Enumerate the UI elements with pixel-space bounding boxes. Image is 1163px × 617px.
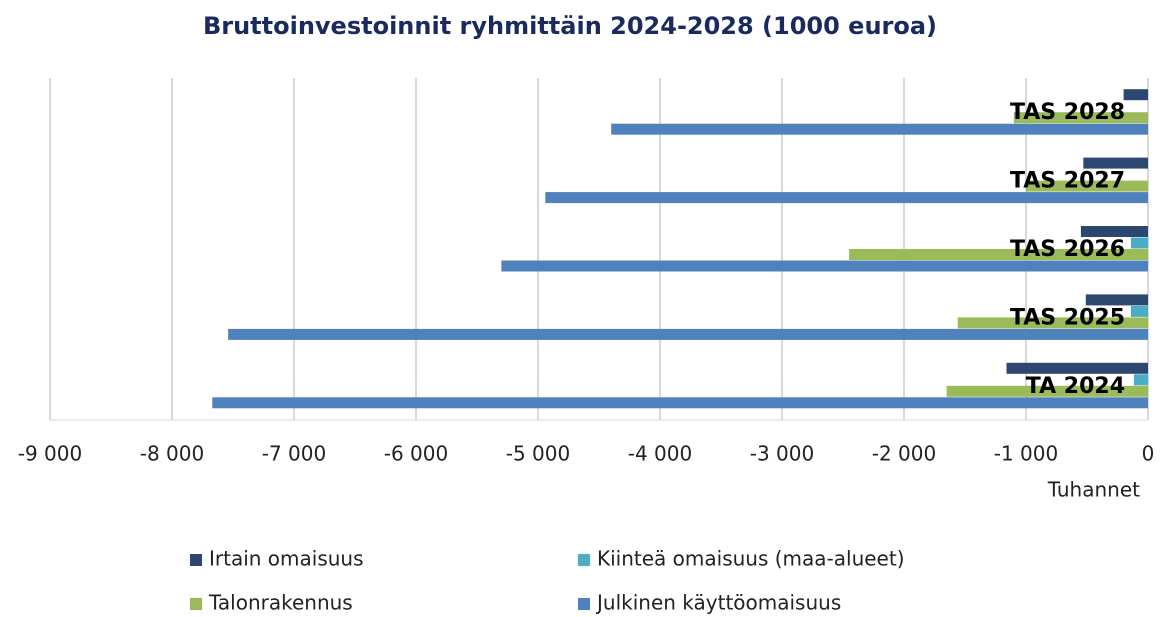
axis-title: Tuhannet [1047, 478, 1140, 502]
x-tick-label: -6 000 [384, 442, 448, 466]
legend-swatch [578, 554, 590, 566]
category-label: TA 2024 [1026, 374, 1125, 399]
bar [957, 317, 1148, 329]
legend-label: Julkinen käyttöomaisuus [595, 591, 841, 615]
bar [228, 328, 1148, 340]
legend-swatch [190, 598, 202, 610]
x-tick-label: -7 000 [262, 442, 326, 466]
bar [1026, 180, 1148, 192]
category-label: TAS 2028 [1010, 100, 1125, 125]
x-tick-label: -8 000 [140, 442, 204, 466]
x-tick-label: -4 000 [628, 442, 692, 466]
legend-label: Talonrakennus [208, 591, 353, 615]
x-tick-label: -1 000 [994, 442, 1058, 466]
bar [849, 249, 1148, 260]
bar [1080, 226, 1148, 237]
x-tick-label: -5 000 [506, 442, 570, 466]
x-tick-label: -2 000 [872, 442, 936, 466]
category-label: TAS 2027 [1010, 169, 1125, 194]
x-tick-label: -9 000 [18, 442, 82, 466]
bar [212, 397, 1148, 409]
bar [501, 260, 1148, 272]
bar [946, 385, 1148, 397]
bar [1085, 294, 1148, 306]
bar [1130, 237, 1148, 249]
legend-label: Irtain omaisuus [209, 547, 364, 571]
category-label: TAS 2026 [1010, 237, 1125, 262]
legend-label: Kiinteä omaisuus (maa-alueet) [597, 547, 905, 571]
bar [1013, 112, 1148, 124]
legend-swatch [578, 598, 590, 610]
x-tick-label: -3 000 [750, 442, 814, 466]
x-tick-label: 0 [1142, 442, 1155, 466]
bar [1006, 362, 1148, 374]
bar [611, 123, 1148, 135]
bar [1123, 89, 1148, 101]
bar [1083, 157, 1148, 169]
bar [1130, 305, 1148, 317]
bar [545, 192, 1148, 204]
legend-swatch [190, 554, 202, 566]
category-label: TAS 2025 [1010, 305, 1125, 330]
chart-title: Bruttoinvestoinnit ryhmittäin 2024-2028 … [203, 12, 937, 40]
bar [1133, 374, 1148, 386]
